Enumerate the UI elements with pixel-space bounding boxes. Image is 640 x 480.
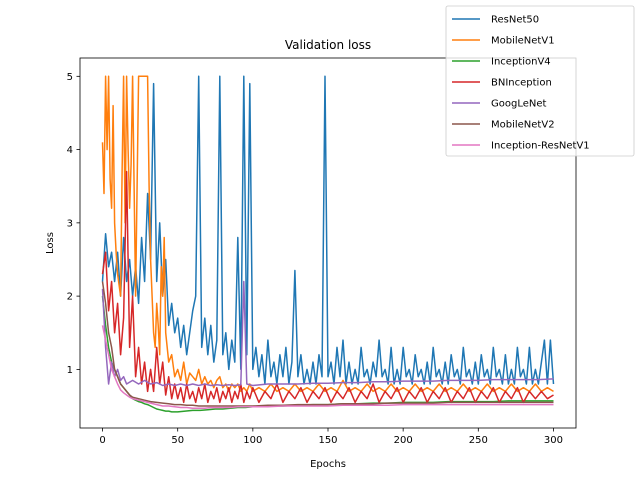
x-tick-label: 300	[544, 435, 563, 446]
x-tick-label: 50	[171, 435, 184, 446]
chart-title: Validation loss	[285, 38, 371, 52]
legend-label: ResNet50	[491, 15, 539, 26]
x-tick-label: 0	[99, 435, 105, 446]
series-line-resnet50	[101, 75, 555, 385]
x-axis-label: Epochs	[310, 459, 346, 470]
series-line-inception-resnetv1	[101, 325, 554, 409]
y-tick-label: 3	[67, 218, 73, 229]
legend-box	[445, 5, 635, 157]
series-line-mobilenetv2	[101, 281, 554, 407]
series-line-mobilenetv1	[101, 75, 554, 393]
y-tick-label: 4	[67, 145, 73, 156]
x-tick-label: 100	[243, 435, 262, 446]
legend-label: Inception-ResNetV1	[491, 141, 590, 152]
x-axis-ticks: 0 50 100 150 200 250 300	[99, 428, 563, 446]
legend-label: BNInception	[491, 78, 552, 89]
legend-label: MobileNetV1	[491, 36, 555, 47]
legend-label: MobileNetV2	[491, 120, 555, 131]
legend-label: GoogLeNet	[491, 99, 547, 110]
series-lines	[101, 75, 555, 413]
y-tick-label: 1	[67, 365, 73, 376]
x-tick-label: 150	[318, 435, 337, 446]
legend: ResNet50 MobileNetV1 InceptionV4 BNInceptio…	[445, 5, 635, 157]
x-tick-label: 200	[394, 435, 413, 446]
y-axis-ticks: 1 2 3 4 5	[67, 72, 80, 376]
x-tick-label: 250	[469, 435, 488, 446]
y-tick-label: 5	[67, 72, 73, 83]
y-tick-label: 2	[67, 292, 73, 303]
legend-label: InceptionV4	[491, 57, 551, 68]
series-line-googlenet	[101, 280, 554, 387]
y-axis-label: Loss	[45, 232, 56, 254]
plot-area	[79, 57, 577, 429]
